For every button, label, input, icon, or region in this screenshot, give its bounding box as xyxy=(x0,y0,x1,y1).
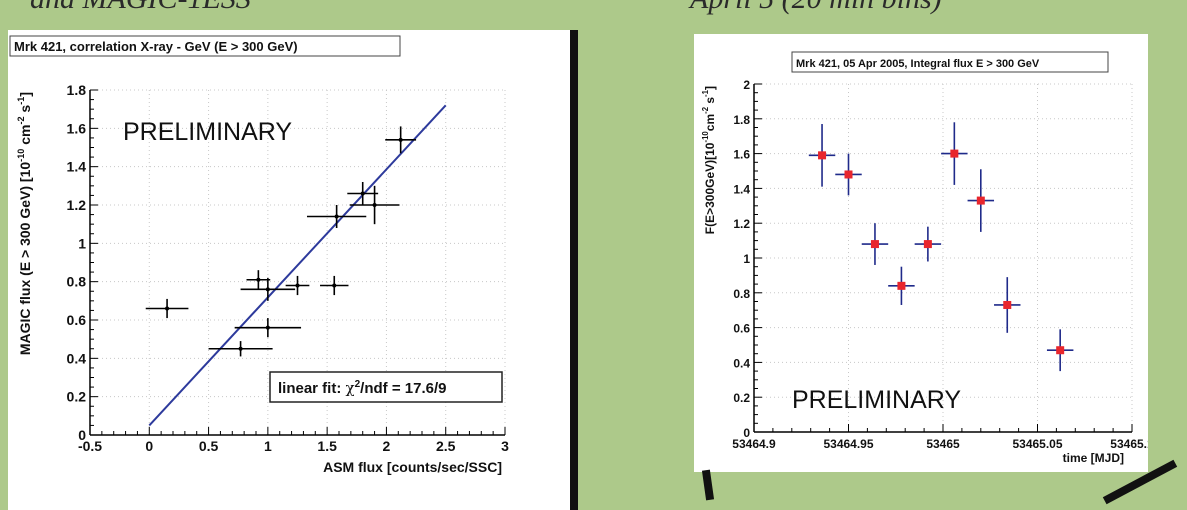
point-marker xyxy=(265,287,270,292)
lightcurve-plot-panel: Mrk 421, 05 Apr 2005, Integral flux E > … xyxy=(694,34,1148,472)
data-point xyxy=(808,124,836,187)
y-tick-label: 1.2 xyxy=(733,217,750,231)
y-tick-label: 0.4 xyxy=(67,350,87,366)
point-marker xyxy=(238,346,243,351)
fit-line xyxy=(148,104,447,427)
point-marker xyxy=(372,203,377,207)
y-tick-label: 1.2 xyxy=(67,197,87,213)
y-tick-label: 0.8 xyxy=(67,274,87,290)
x-tick-label: 3 xyxy=(501,438,509,454)
y-tick-label: 0.2 xyxy=(67,389,87,405)
x-tick-label: 0.5 xyxy=(199,438,219,454)
y-tick-label: 0.8 xyxy=(733,287,750,301)
data-point xyxy=(246,270,271,290)
y-tick-label: 2 xyxy=(743,78,750,92)
point-marker xyxy=(844,170,853,179)
data-point xyxy=(349,185,400,225)
lightcurve-plot: Mrk 421, 05 Apr 2005, Integral flux E > … xyxy=(701,51,1148,465)
data-point xyxy=(285,275,310,296)
y-tick-label: 1 xyxy=(743,252,750,266)
point-marker xyxy=(870,240,879,249)
y-tick-label: 0.6 xyxy=(67,312,87,328)
point-marker xyxy=(1056,346,1065,355)
title-box xyxy=(9,35,401,57)
y-axis-label: MAGIC flux (E > 300 GeV) [10-10 cm-2 s-1… xyxy=(16,92,33,355)
y-tick-label: 1.6 xyxy=(67,120,87,136)
y-axis-label: F(E>300GeV)[10-10cm-2 s-1] xyxy=(701,86,717,234)
x-tick-label: 0 xyxy=(145,438,153,454)
data-point xyxy=(385,126,417,154)
preliminary-label: PRELIMINARY xyxy=(123,118,292,146)
x-tick-label: 53464.95 xyxy=(823,437,873,451)
data-point xyxy=(320,275,349,296)
point-marker xyxy=(976,196,985,205)
y-tick-label: 1.8 xyxy=(67,82,87,98)
title-box xyxy=(791,51,1109,73)
data-point xyxy=(347,182,379,205)
point-marker xyxy=(818,151,827,160)
x-tick-label: 53464.9 xyxy=(732,437,776,451)
point-marker xyxy=(1003,300,1012,309)
y-tick-label: 1.4 xyxy=(67,159,87,175)
data-point xyxy=(967,169,995,232)
point-marker xyxy=(332,283,337,288)
point-marker xyxy=(334,214,339,219)
point-marker xyxy=(950,149,959,158)
data-point xyxy=(1046,329,1074,372)
y-tick-label: 0 xyxy=(743,426,750,440)
y-tick-label: 1 xyxy=(78,235,86,251)
x-tick-label: 53465.1 xyxy=(1110,437,1148,451)
right-caption: April 5 (20 min bins) xyxy=(690,0,942,16)
data-point xyxy=(888,266,915,305)
y-tick-label: 1.8 xyxy=(733,113,750,127)
x-tick-label: 1.5 xyxy=(317,438,337,454)
x-tick-label: 2 xyxy=(383,438,391,454)
data-point xyxy=(208,341,273,357)
plot-title: Mrk 421, 05 Apr 2005, Integral flux E > … xyxy=(796,58,1040,70)
fit-label: linear fit: χ2/ndf = 17.6/9 xyxy=(278,379,446,397)
correlation-plot-panel: Mrk 421, correlation X-ray - GeV (E > 30… xyxy=(8,30,578,510)
preliminary-label: PRELIMINARY xyxy=(792,386,961,414)
y-tick-label: 1.4 xyxy=(733,182,750,196)
point-marker xyxy=(295,283,300,288)
data-point xyxy=(994,277,1021,333)
point-marker xyxy=(360,191,365,196)
frame-stroke-left xyxy=(701,469,715,501)
x-tick-label: -0.5 xyxy=(78,438,102,454)
y-tick-label: 0.2 xyxy=(733,391,750,405)
point-marker xyxy=(265,325,270,330)
point-marker xyxy=(923,240,932,249)
x-tick-label: 53465.05 xyxy=(1012,437,1062,451)
x-tick-label: 53465 xyxy=(926,437,960,451)
y-tick-label: 0 xyxy=(78,427,86,443)
point-marker xyxy=(165,306,170,311)
x-axis-label: time [MJD] xyxy=(1063,451,1124,465)
x-tick-label: 2.5 xyxy=(436,438,456,454)
point-marker xyxy=(398,137,403,142)
correlation-plot: Mrk 421, correlation X-ray - GeV (E > 30… xyxy=(9,35,509,475)
left-caption: and MAGIC-1ESS xyxy=(30,0,251,16)
fit-label-box xyxy=(269,371,503,403)
data-point xyxy=(914,226,942,262)
data-point xyxy=(240,277,296,301)
data-point xyxy=(306,205,367,228)
data-point xyxy=(861,223,889,265)
x-axis-label: ASM flux [counts/sec/SSC] xyxy=(323,459,502,475)
y-tick-label: 0.4 xyxy=(733,356,750,370)
y-tick-label: 0.6 xyxy=(733,322,750,336)
point-marker xyxy=(256,277,261,282)
data-point xyxy=(234,318,302,338)
point-marker xyxy=(897,281,906,290)
data-point xyxy=(145,298,189,319)
y-tick-label: 1.6 xyxy=(733,148,750,162)
plot-title: Mrk 421, correlation X-ray - GeV (E > 30… xyxy=(14,39,298,54)
data-point xyxy=(941,122,968,185)
data-point xyxy=(835,153,862,196)
x-tick-label: 1 xyxy=(264,438,272,454)
